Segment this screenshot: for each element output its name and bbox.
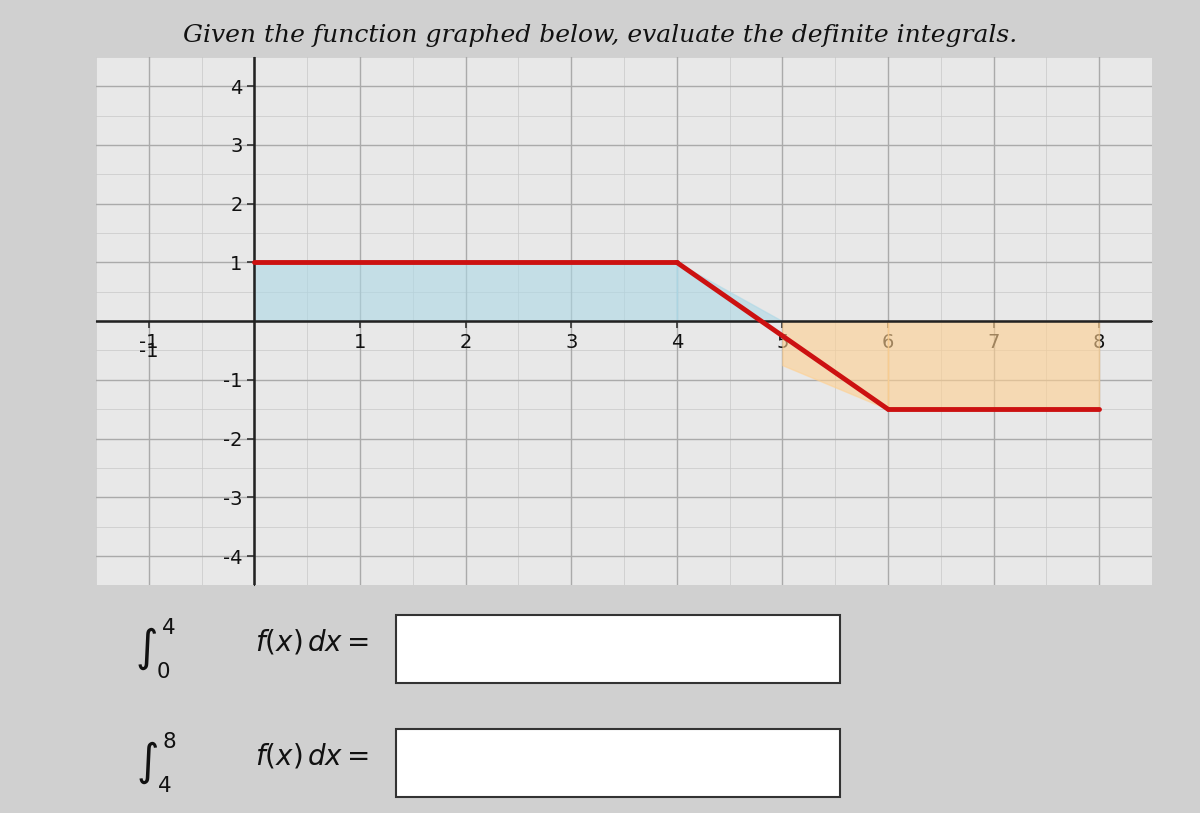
FancyBboxPatch shape — [396, 728, 840, 797]
Text: $f(x)\,dx =$: $f(x)\,dx =$ — [254, 741, 370, 771]
Text: $f(x)\,dx =$: $f(x)\,dx =$ — [254, 628, 370, 657]
Text: Given the function graphed below, evaluate the definite integrals.: Given the function graphed below, evalua… — [182, 24, 1018, 47]
Text: $\int_4^8$: $\int_4^8$ — [136, 731, 176, 795]
Text: $\int_0^4$: $\int_0^4$ — [136, 617, 176, 681]
FancyBboxPatch shape — [396, 615, 840, 683]
Text: -1: -1 — [139, 341, 158, 361]
